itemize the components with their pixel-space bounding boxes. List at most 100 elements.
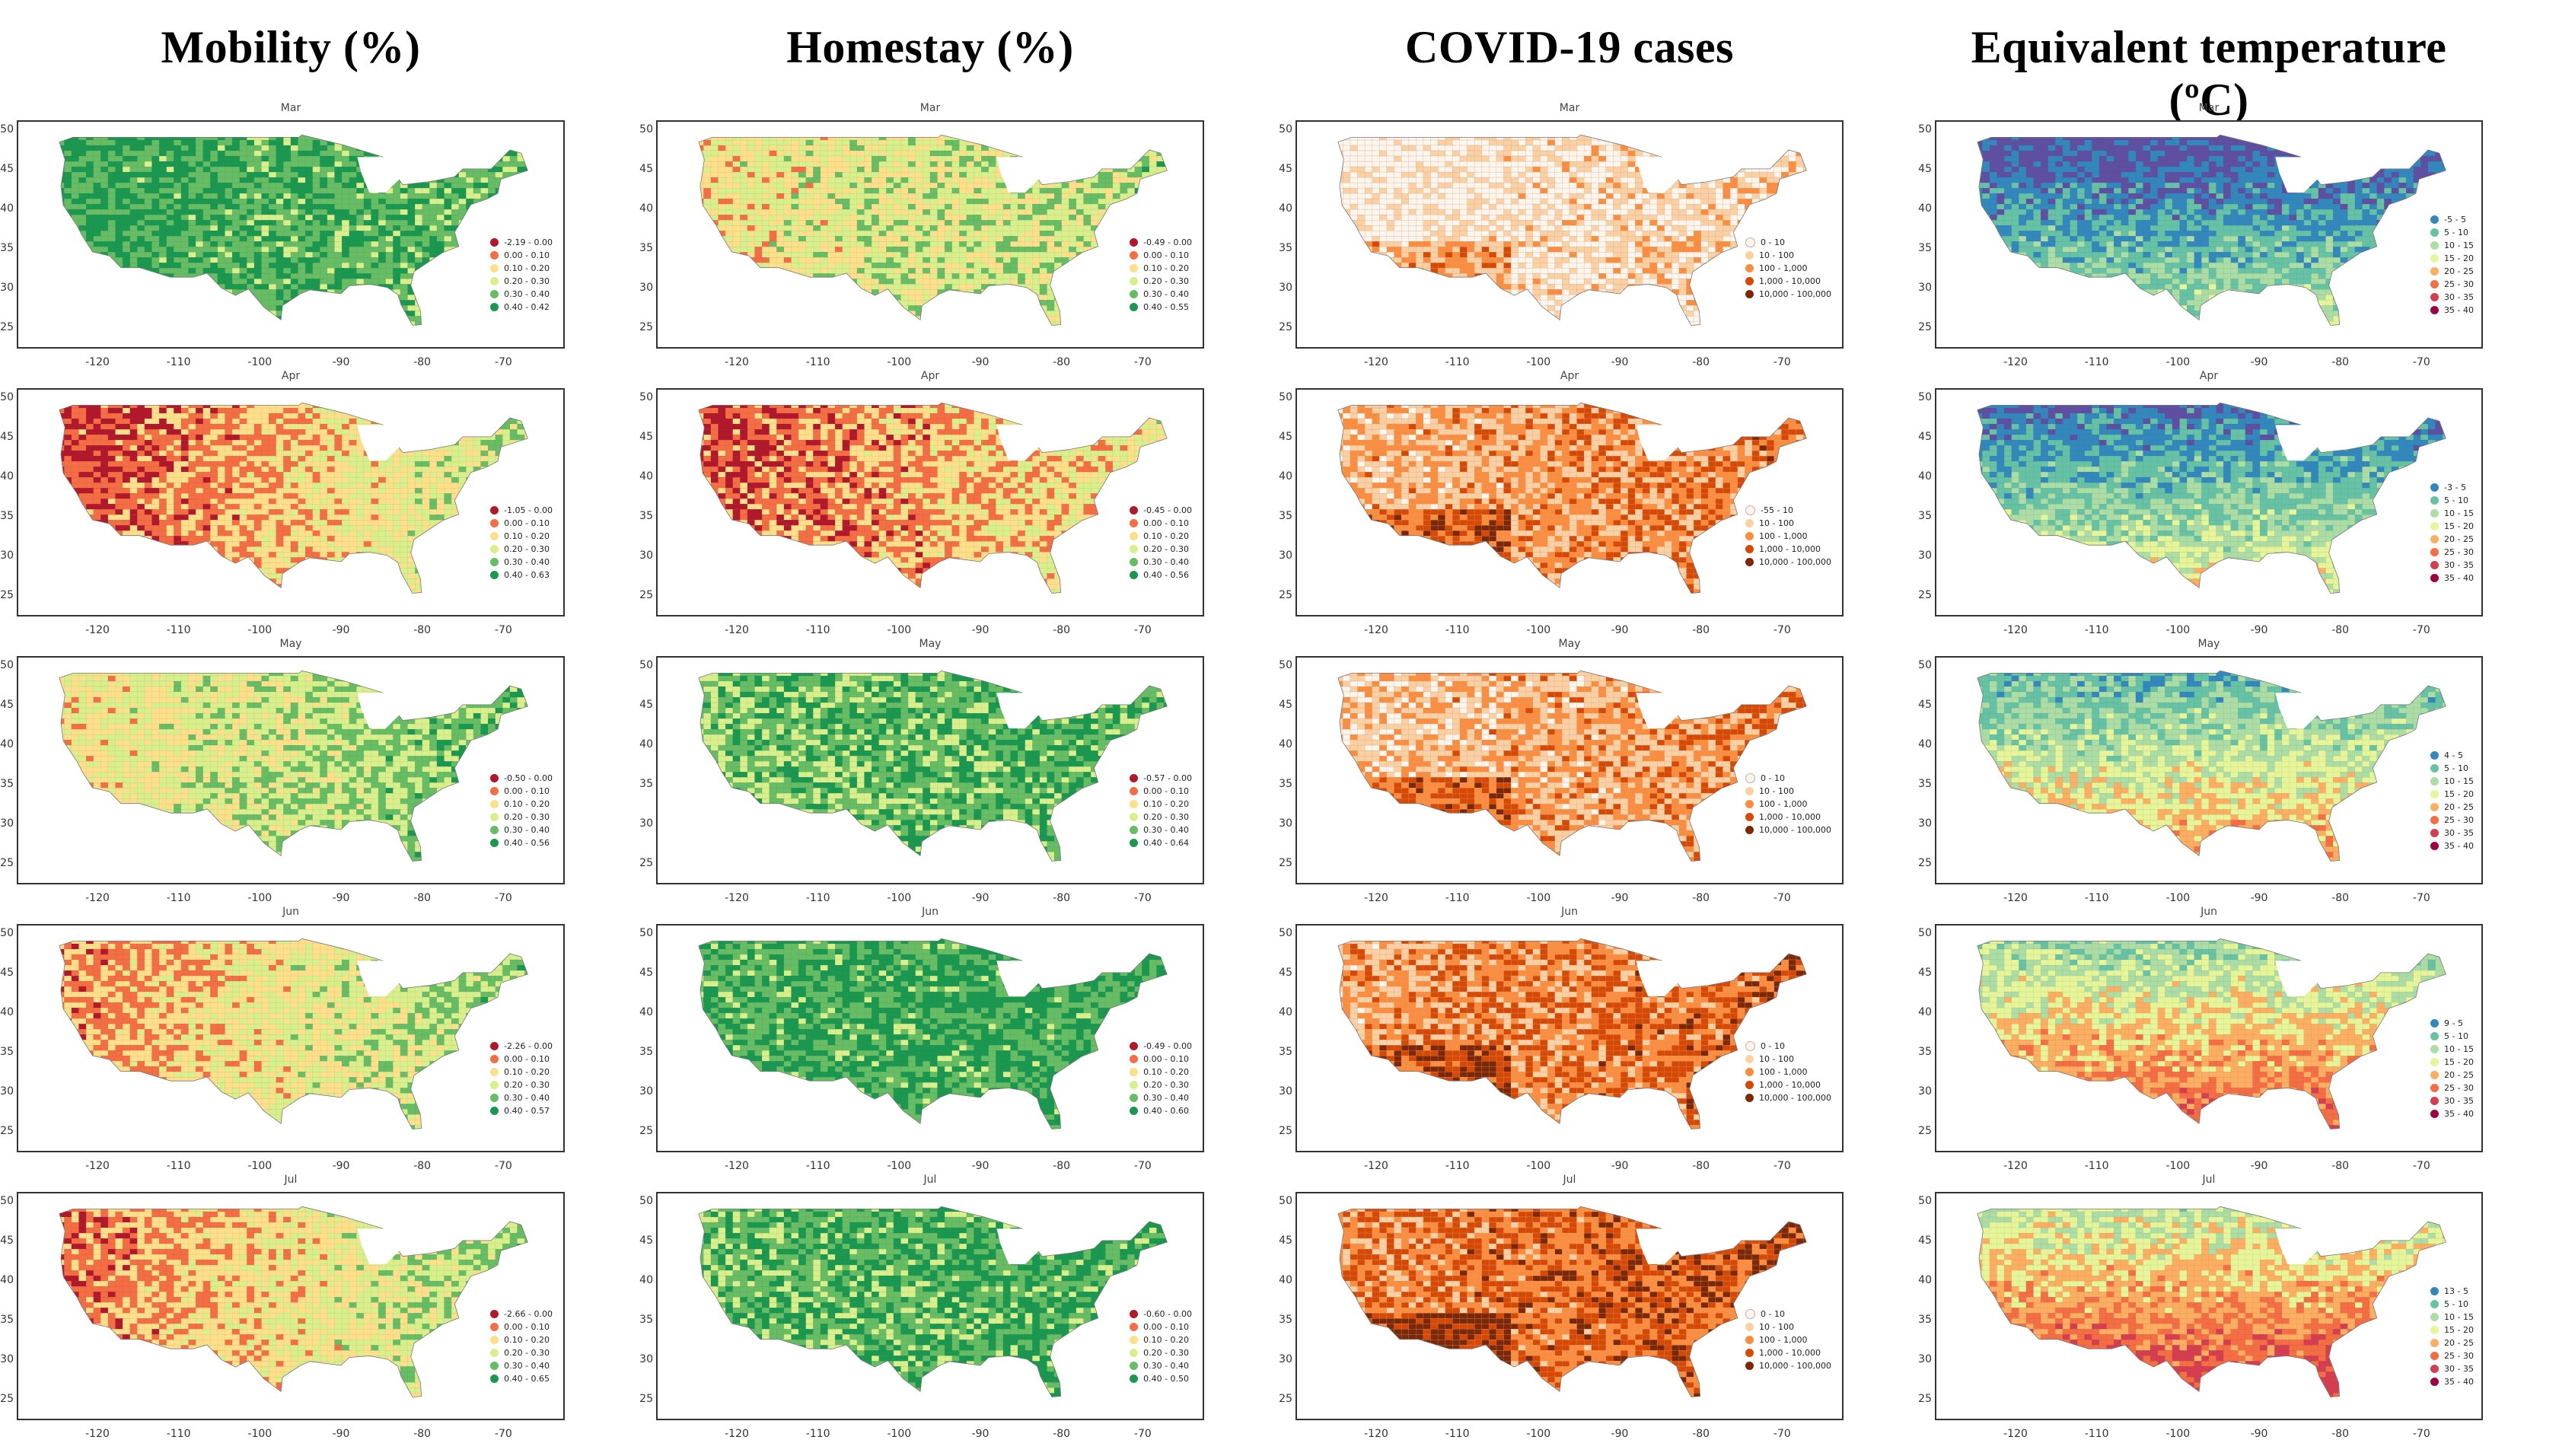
y-tick-label: 45 [1910,163,1932,175]
legend-label: 0.30 - 0.40 [504,825,550,835]
legend-entry: 35 - 40 [2430,1375,2474,1388]
legend-label: 10,000 - 100,000 [1759,289,1831,299]
legend-swatch [1130,1362,1139,1370]
y-tick-label: 35 [0,242,14,254]
legend-label: 1,000 - 10,000 [1759,812,1821,822]
legend-entry: 100 - 1,000 [1745,798,1831,811]
y-tick-label: 50 [0,659,14,671]
legend-label: -0.45 - 0.00 [1143,505,1192,515]
legend-label: 0.10 - 0.20 [504,1335,550,1345]
legend-entry: 0.30 - 0.40 [490,1091,553,1104]
legend-label: 10 - 100 [1759,1322,1794,1332]
legend-swatch [2430,1110,2439,1118]
y-tick-label: 30 [1910,1085,1932,1098]
legend-label: 30 - 35 [2444,292,2474,302]
y-tick-label: 40 [632,470,653,483]
legend-label: 100 - 1,000 [1759,531,1807,541]
legend: -5 - 5 5 - 10 10 - 15 15 - 20 20 - 25 25 - 30… [2430,213,2474,317]
x-tick-label: -80 [400,356,445,368]
legend-entry: 10,000 - 100,000 [1745,556,1831,569]
legend-entry: 1,000 - 10,000 [1745,811,1831,824]
y-tick-label: 25 [1271,1393,1292,1405]
x-tick-label: -70 [480,1160,526,1172]
legend-label: 35 - 40 [2444,841,2474,851]
legend-swatch [1130,813,1139,821]
legend-entry: 5 - 10 [2430,494,2474,507]
x-tick-label: -100 [2155,356,2200,368]
legend-entry: 20 - 25 [2430,1337,2474,1349]
x-tick-label: -80 [400,892,445,904]
legend-entry: 0.30 - 0.40 [1130,824,1192,836]
legend-label: 0.30 - 0.40 [1143,825,1189,835]
map-panel: Mar 50 45 40 35 30 25 -120 -110 -100 -90 -80 -70 -0.4… [639,102,1204,368]
legend-swatch [490,277,499,285]
x-tick-label: -90 [1597,624,1643,636]
legend: 13 - 5 5 - 10 10 - 15 15 - 20 20 - 25 25 - 30… [2430,1285,2474,1388]
us-county-map [59,134,528,326]
month-label: Mar [1936,102,2481,114]
y-tick-label: 40 [1910,738,1932,750]
legend-entry: 0.30 - 0.40 [490,1359,553,1372]
legend-entry: 0.10 - 0.20 [1130,530,1192,543]
y-tick-label: 50 [0,1195,14,1207]
x-tick-label: -80 [2318,1428,2363,1440]
x-tick-label: -80 [2318,356,2363,368]
legend-label: -0.60 - 0.00 [1143,1309,1192,1319]
month-label: Jul [1297,1174,1842,1186]
legend-entry: 0.30 - 0.40 [490,556,553,569]
x-tick-label: -70 [1759,356,1805,368]
legend-entry: 5 - 10 [2430,1298,2474,1311]
legend-entry: -2.66 - 0.00 [490,1308,553,1321]
legend-label: 0.20 - 0.30 [1143,812,1189,822]
legend-swatch [2430,1084,2439,1092]
column-title: Homestay (%) [656,21,1204,74]
y-tick-label: 50 [1271,391,1292,403]
y-tick-label: 25 [1910,857,1932,869]
legend-label: 15 - 20 [2444,1057,2474,1067]
y-tick-label: 40 [1271,1274,1292,1286]
month-label: Apr [18,370,563,382]
legend-label: 15 - 20 [2444,789,2474,799]
legend-label: -1.05 - 0.00 [504,505,553,515]
y-tick-label: 45 [1271,699,1292,711]
legend: 4 - 5 5 - 10 10 - 15 15 - 20 20 - 25 25 - 30 3… [2430,749,2474,852]
legend-label: 15 - 20 [2444,521,2474,531]
legend: 0 - 10 10 - 100 100 - 1,000 1,000 - 10,000 1… [1745,772,1831,836]
y-tick-label: 35 [0,778,14,790]
legend-label: 20 - 25 [2444,802,2474,812]
map-panel: May 50 45 40 35 30 25 -120 -110 -100 -90 -80 -70 -0.5… [639,638,1204,904]
x-tick-label: -100 [237,356,282,368]
legend-label: -2.26 - 0.00 [504,1041,553,1051]
legend-swatch [2430,509,2439,518]
legend-label: 0.00 - 0.10 [504,1054,550,1064]
legend-label: 0.40 - 0.57 [504,1106,550,1116]
x-tick-label: -110 [156,892,202,904]
legend-label: 0.30 - 0.40 [504,557,550,567]
legend-swatch [1130,238,1139,247]
y-tick-label: 30 [632,1085,653,1098]
y-tick-label: 50 [1271,927,1292,939]
y-tick-label: 25 [632,321,653,333]
legend-label: 0.20 - 0.30 [1143,276,1189,286]
legend-swatch [490,264,499,272]
y-tick-label: 30 [1271,282,1292,294]
legend-swatch [1745,558,1754,566]
legend-entry: 30 - 35 [2430,1094,2474,1107]
legend-label: -55 - 10 [1761,505,1793,515]
legend-swatch [2430,1032,2439,1040]
map-panel: Mar 50 45 40 35 30 25 -120 -110 -100 -90 -80 -70 0 - … [1279,102,1844,368]
y-tick-label: 30 [1271,1353,1292,1365]
x-tick-label: -100 [237,892,282,904]
y-tick-label: 25 [1910,321,1932,333]
us-county-map [1337,134,1807,326]
x-tick-label: -80 [400,1160,445,1172]
x-tick-label: -90 [958,1428,1003,1440]
legend-entry: -0.45 - 0.00 [1130,504,1192,517]
legend-entry: 0.20 - 0.30 [490,811,553,824]
y-tick-label: 35 [1910,778,1932,790]
x-tick-label: -110 [2074,356,2120,368]
legend-entry: 25 - 30 [2430,546,2474,559]
legend-label: 0.40 - 0.65 [504,1374,550,1384]
legend-label: 10 - 15 [2444,508,2474,518]
x-tick-label: -100 [2155,624,2200,636]
